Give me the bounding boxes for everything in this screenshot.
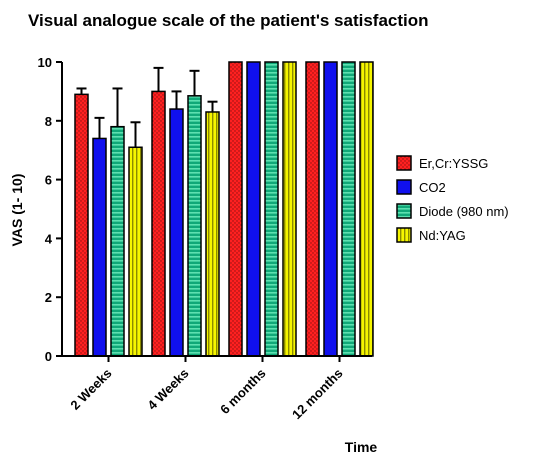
bar-2-3 — [341, 61, 356, 357]
x-axis-label: Time — [345, 439, 378, 455]
legend-swatch-2 — [396, 203, 412, 219]
y-axis-label: VAS (1- 10) — [9, 174, 25, 247]
bar-0-1 — [151, 90, 166, 357]
x-ticks: 2 Weeks 4 Weeks 6 months 12 months — [67, 356, 346, 423]
legend-swatch-1 — [396, 179, 412, 195]
bar-1-1 — [169, 108, 184, 357]
y-tick-label: 10 — [38, 55, 52, 70]
bar-3-1 — [205, 111, 220, 357]
bar-0-2 — [228, 61, 243, 357]
bar-1-2 — [246, 61, 261, 357]
x-tick-label: 12 months — [289, 366, 346, 423]
x-tick-label: 4 Weeks — [144, 366, 191, 413]
bars-layer — [74, 61, 374, 357]
legend-label: CO2 — [419, 180, 446, 195]
bar-2-1 — [187, 95, 202, 357]
y-tick-label: 2 — [45, 290, 52, 305]
y-tick-label: 0 — [45, 349, 52, 364]
legend-swatch-0 — [396, 155, 412, 171]
y-tick-label: 8 — [45, 114, 52, 129]
legend: Er,Cr:YSSG CO2 Diode (980 nm) Nd:YAG — [396, 155, 509, 243]
bar-3-3 — [359, 61, 374, 357]
y-tick-label: 6 — [45, 173, 52, 188]
x-tick-label: 2 Weeks — [67, 366, 114, 413]
bar-2-2 — [264, 61, 279, 357]
chart-title: Visual analogue scale of the patient's s… — [28, 11, 429, 30]
y-ticks: 0 2 4 6 8 10 — [38, 55, 62, 364]
legend-label: Diode (980 nm) — [419, 204, 509, 219]
legend-swatch-3 — [396, 227, 412, 243]
bar-3-2 — [282, 61, 297, 357]
bar-0-0 — [74, 93, 89, 357]
error-bars-layer — [76, 66, 218, 148]
y-tick-label: 4 — [45, 231, 53, 246]
legend-label: Nd:YAG — [419, 228, 466, 243]
bar-1-0 — [92, 137, 107, 357]
bar-3-0 — [128, 146, 143, 357]
legend-label: Er,Cr:YSSG — [419, 156, 488, 171]
bar-0-3 — [305, 61, 320, 357]
bar-1-3 — [323, 61, 338, 357]
x-tick-label: 6 months — [217, 366, 268, 417]
bar-2-0 — [110, 125, 125, 357]
